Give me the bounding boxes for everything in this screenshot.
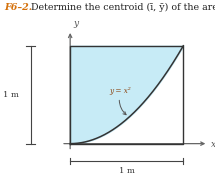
Text: y: y (73, 19, 78, 28)
Text: Determine the centroid (ī, ȳ) of the area.: Determine the centroid (ī, ȳ) of the are… (25, 3, 215, 12)
Text: F6–2.: F6–2. (4, 3, 32, 12)
Text: 1 m: 1 m (3, 91, 19, 99)
Text: y = x²: y = x² (110, 87, 132, 115)
Text: x: x (210, 140, 215, 149)
Text: 1 m: 1 m (119, 167, 135, 173)
